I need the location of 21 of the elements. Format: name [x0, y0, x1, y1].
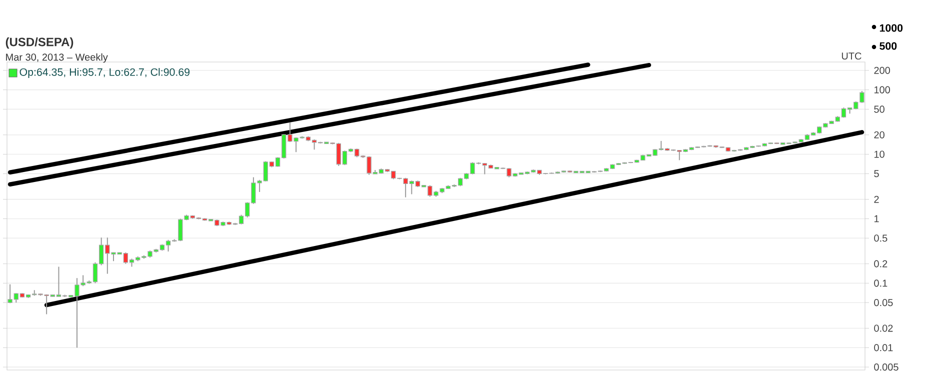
text: UTC	[842, 52, 862, 60]
y-tick-label: 200	[874, 66, 890, 74]
y-tick-label: 0.1	[874, 280, 888, 287]
y-tick-label: 0.01	[874, 344, 893, 352]
y-tick-label: 20	[874, 131, 884, 138]
y-tick-label: 10	[874, 150, 884, 158]
y-tick-label: 0.005	[874, 364, 898, 371]
y-tick-label: 0.05	[874, 299, 893, 306]
annotation: Op:64.35, Hi:95.7, Lo:62.7, Cl:90.69	[20, 68, 190, 78]
y-tick-label: 0.02	[874, 324, 893, 332]
y-tick-label: 5	[874, 170, 879, 178]
chart-subtitle: Mar 30, 2013 – Weekly	[6, 53, 108, 63]
text: 500	[880, 42, 897, 50]
chart-title: (USD/SEPA)	[6, 37, 74, 49]
y-tick-label: 2	[874, 196, 879, 203]
y-tick-label: 0.2	[874, 260, 888, 268]
y-tick-label: 0.5	[874, 234, 888, 242]
y-tick-label: 100	[874, 86, 890, 94]
y-tick-label: 50	[874, 106, 884, 113]
text: 1000	[880, 24, 903, 32]
y-tick-label: 1	[874, 215, 879, 222]
